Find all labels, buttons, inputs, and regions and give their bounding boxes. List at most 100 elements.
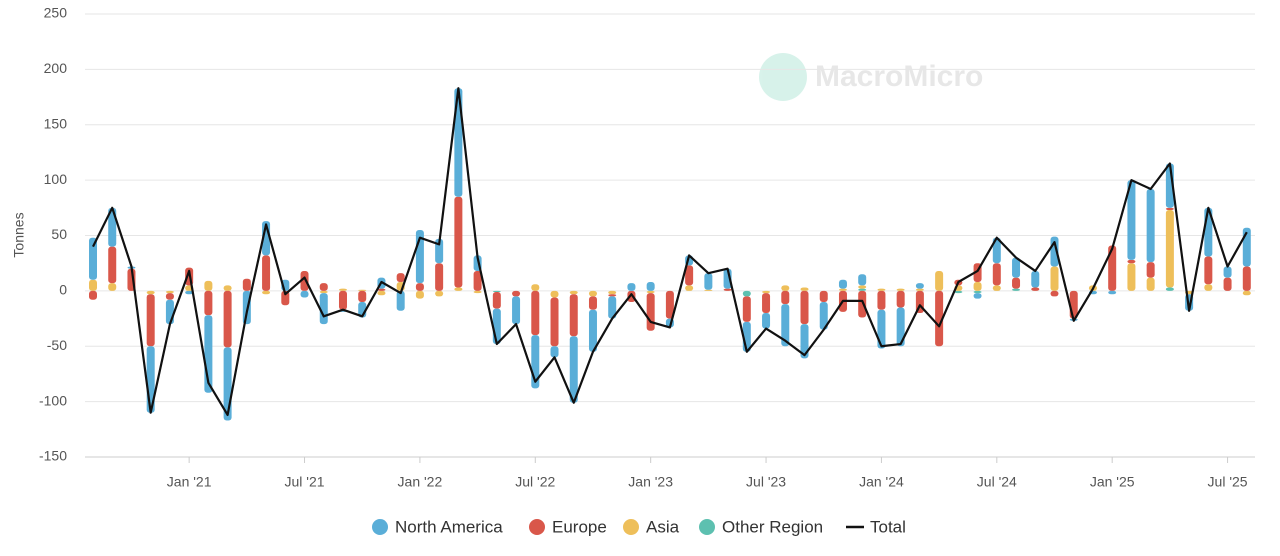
bar-segment [435,238,444,264]
bar-segment [896,307,905,347]
bar-segment [204,280,213,291]
bar-segment [877,290,886,310]
x-tick-label: Jan '21 [167,474,212,490]
y-tick-label: 100 [44,171,68,187]
bar-segment [608,294,617,297]
bar-segment [1012,257,1021,278]
bar-segment [338,290,347,310]
bar-segment [1146,277,1155,291]
bar-segment [473,290,482,294]
bar-segment [185,290,194,295]
bar-segment [492,290,501,292]
bar-segment [1165,287,1174,291]
bar-segment [742,290,751,297]
bar-segment [992,237,1001,264]
bar-segment [108,246,117,284]
bar-segment [973,293,982,299]
bar-segment [146,290,155,295]
bar-segment [1108,245,1117,291]
bar-segment [1127,259,1136,264]
bar-segment [627,290,636,302]
bar-segment [435,290,444,297]
bar-segment [435,263,444,291]
bar-segment [89,237,97,280]
bar-segment [762,293,771,314]
x-tick-label: Jan '23 [628,474,673,490]
bar-segment [377,290,386,296]
bar-segment [454,196,463,288]
bar-segment [223,285,232,291]
bar-segment [877,288,886,291]
bar-segment [1242,290,1251,296]
y-tick-label: -150 [39,448,67,464]
bar-segment [838,279,847,289]
bar-segment [858,274,867,286]
bar-segment [800,324,809,359]
bar-segment [89,279,97,291]
x-tick-label: Jul '22 [515,474,555,490]
y-tick-label: 0 [59,282,67,298]
watermark-text: MacroMicro [815,60,983,93]
bar-segment [800,287,809,291]
bar-segment [896,290,905,308]
bar-segment [165,299,174,325]
bar-segment [377,288,386,291]
bar-segment [646,282,655,291]
bar-segment [646,290,655,294]
legend-swatch [699,519,715,535]
bar-segment [896,288,905,291]
bar-segment [1031,270,1040,288]
bar-segment [262,255,271,291]
bar-segment [627,283,636,291]
total-line [92,87,1248,417]
bar-segment [935,290,944,347]
bar-segment [165,293,174,300]
x-tick-label: Jul '23 [746,474,786,490]
bar-segment [531,284,540,291]
bar-segment [973,290,982,294]
x-tick-label: Jan '22 [398,474,443,490]
bar-segment [646,293,655,331]
bar-segment [1146,262,1155,278]
bar-segment [992,263,1001,286]
bar-segment [915,283,924,289]
bar-segment [685,265,694,286]
bar-segment [108,283,117,291]
bar-segment [781,290,790,305]
bar-segment [204,290,213,316]
bar-segment [858,290,867,318]
bar-segment [704,289,713,291]
bar-segment [262,290,271,295]
bar-segment [569,294,578,337]
bar-segment [1012,277,1021,289]
bar-segment [569,336,578,403]
bar-segment [1127,263,1136,291]
bar-segment [396,290,405,311]
y-tick-label: -100 [39,392,67,408]
bar-segment [300,290,309,298]
bar-segment [1050,266,1059,291]
bar-segment [704,273,713,290]
bar-segment [319,290,328,294]
watermark-logo [759,53,807,101]
bar-segment [1165,207,1174,211]
bar-segment [242,278,251,291]
bar-segment [358,289,367,291]
bar-segment [569,290,578,295]
bar-segment [1012,288,1021,291]
x-tick-label: Jul '25 [1208,474,1248,490]
bar-segment [396,273,405,283]
bar-segment [588,309,597,352]
bar-segment [1127,180,1136,260]
bar-segment [858,285,867,289]
bar-segment [838,288,847,291]
bar-segment [915,288,924,291]
legend-label: Asia [646,517,680,536]
legend-label: Other Region [722,517,823,536]
bar-segment [685,285,694,291]
bar-segment [608,290,617,295]
bar-segment [1165,210,1174,288]
y-tick-label: 200 [44,60,68,76]
bar-segment [300,270,309,291]
